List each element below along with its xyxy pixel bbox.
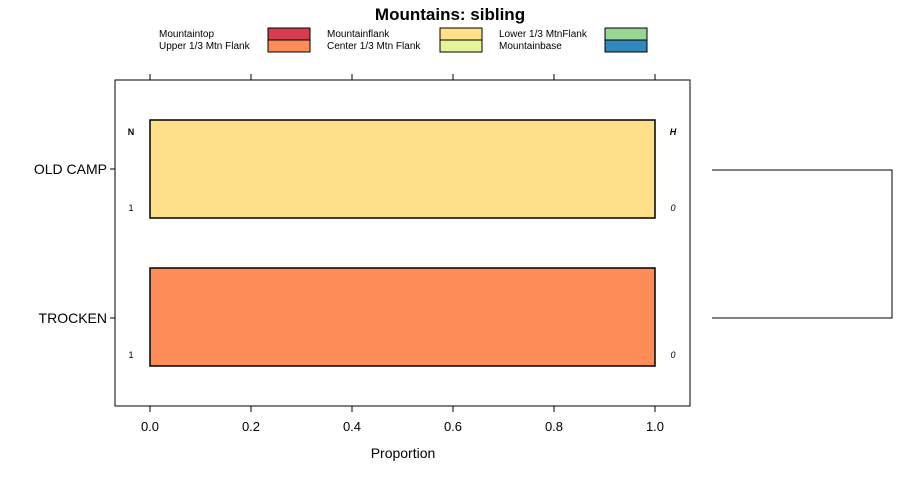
legend-label: Lower 1/3 MtnFlank [499, 29, 588, 40]
n-value: 1 [128, 203, 133, 213]
x-tick-label: 0.6 [444, 419, 462, 434]
x-tick-label: 0.2 [242, 419, 260, 434]
x-tick-label: 0.4 [343, 419, 361, 434]
chart-title: Mountains: sibling [375, 5, 525, 24]
legend-label: Upper 1/3 Mtn Flank [159, 41, 251, 52]
bars [149, 119, 656, 367]
dendrogram [712, 169, 893, 319]
legend-label: Mountaintop [159, 29, 214, 40]
legend-swatch [604, 39, 648, 53]
bar-segment [149, 119, 656, 219]
x-tick-label: 1.0 [646, 419, 664, 434]
category-label: TROCKEN [39, 310, 107, 326]
legend-swatch [439, 39, 483, 53]
h-value: 0 [670, 350, 675, 360]
legend-swatch [604, 27, 648, 41]
x-axis-label: Proportion [371, 445, 436, 461]
legend-swatch [267, 27, 311, 41]
annotations: N H 1 1 0 0 [128, 127, 677, 360]
h-value: 0 [670, 203, 675, 213]
x-tick-label: 0.8 [545, 419, 563, 434]
bar-segment [149, 267, 656, 367]
n-value: 1 [128, 350, 133, 360]
plot-frame [114, 79, 691, 407]
legend-label: Center 1/3 Mtn Flank [327, 41, 421, 52]
legend-label: Mountainflank [327, 29, 390, 40]
category-label: OLD CAMP [34, 161, 107, 177]
axes: 0.0 0.2 0.4 0.6 0.8 1.0 OLD CAMP TROCKEN [34, 74, 664, 434]
h-header: H [670, 127, 677, 137]
legend-swatch [439, 27, 483, 41]
x-tick-label: 0.0 [141, 419, 159, 434]
n-header: N [128, 127, 135, 137]
legend-label: Mountainbase [499, 41, 562, 52]
legend-swatch [267, 39, 311, 53]
